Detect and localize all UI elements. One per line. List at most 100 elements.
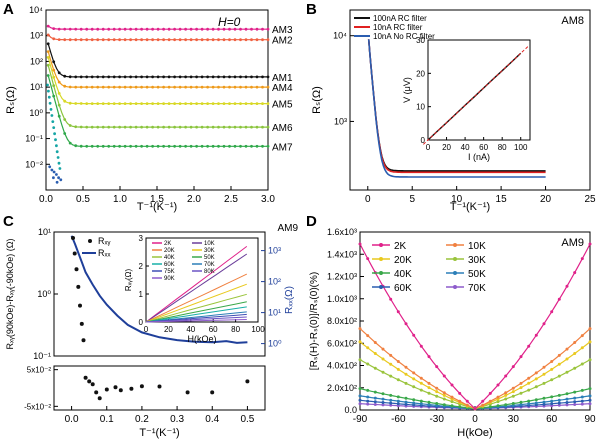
panel-d-xtick-label: 30 [508, 414, 520, 425]
panel-label-a: A [3, 1, 14, 18]
panel-d-point [511, 365, 515, 369]
panel-d-point [542, 372, 546, 376]
panel-a-cyan-point [48, 101, 52, 105]
panel-c-xtick-label: 0.0 [65, 414, 79, 425]
panel-d-point [427, 403, 431, 407]
panel-d-point [534, 333, 538, 337]
panel-a-point [79, 125, 83, 129]
panel-d-point [435, 386, 439, 390]
panel-a-point [118, 144, 121, 148]
panel-a-point [96, 102, 100, 105]
panel-a-point [101, 38, 105, 42]
panel-a-ylabel: Rₛ(Ω) [5, 86, 17, 114]
panel-c-inset-series-line [145, 293, 247, 323]
panel-a-point [184, 75, 188, 79]
panel-a-point [250, 75, 253, 79]
panel-d-point [366, 388, 370, 392]
panel-a-point [57, 114, 61, 118]
panel-a-point [222, 144, 226, 148]
panel-a-point [90, 75, 94, 79]
panel-d-point [550, 378, 554, 382]
panel-a-point [217, 75, 220, 79]
panel-a-point [178, 85, 182, 89]
panel-b-xtick-label: 20 [540, 194, 552, 205]
panel-a-point [96, 144, 100, 148]
panel-d-point [496, 404, 500, 408]
panel-d-point [427, 400, 431, 404]
panel-a-point [68, 85, 72, 89]
panel-d-point [565, 401, 569, 404]
panel-d-point [481, 403, 485, 407]
panel-d-point [358, 327, 362, 331]
panel-b-inset-ytick-label: 10 [416, 103, 425, 112]
panel-d-legend-label: 40K [394, 269, 412, 280]
panel-a-point [173, 85, 177, 89]
panel-d-point [557, 393, 561, 397]
panel-c-inset-ytick-label: 3 [139, 234, 144, 243]
panel-a-series-label: AM3 [272, 25, 293, 36]
panel-a-point [261, 144, 264, 148]
panel-a-xtick-label: 3.0 [261, 194, 275, 205]
panel-d-point [519, 391, 523, 395]
panel-c-inset-legend-label: 50K [204, 255, 215, 261]
panel-a-point [244, 27, 248, 31]
panel-a-point [167, 144, 171, 148]
panel-a-point [233, 38, 237, 42]
panel-a-point [261, 85, 264, 89]
panel-d-point [542, 381, 546, 385]
panel-d-series-line [359, 341, 591, 410]
panel-a-point [101, 27, 105, 31]
panel-c-inset-legend-label: 30K [204, 248, 215, 254]
panel-a-point [167, 38, 171, 42]
panel-a-point [145, 38, 149, 42]
panel-d-legend-label: 2K [394, 241, 407, 252]
panel-a-point [173, 125, 177, 129]
panel-a-point [261, 75, 264, 79]
panel-a-point [74, 38, 78, 42]
panel-a-point [145, 27, 149, 31]
panel-a-point [222, 102, 226, 105]
panel-a-point [184, 102, 188, 105]
panel-d-ytick-label: 0.0 [344, 405, 357, 415]
panel-d-point [550, 310, 554, 314]
panel-a-point [140, 75, 144, 79]
panel-a-point [79, 85, 83, 89]
panel-d-point [573, 390, 577, 394]
panel-d-point [573, 352, 577, 355]
panel-a-point [178, 125, 182, 129]
panel-d-legend-label: 10K [468, 241, 486, 252]
panel-a-point [74, 27, 78, 31]
panel-a-point [112, 38, 116, 42]
panel-d-point [488, 399, 492, 403]
panel-a-point [217, 125, 220, 129]
panel-d-point [588, 402, 592, 406]
panel-a-point [195, 85, 199, 89]
panel-c-legend-rxx-label: Rₓₓ [98, 248, 110, 258]
panel-c-bottom-point [94, 390, 99, 395]
panel-a-series-label: AM6 [272, 123, 293, 134]
panel-a-point [211, 144, 215, 148]
panel-a-point [200, 38, 204, 42]
panel-a-series-line [47, 65, 268, 128]
panel-d-point [366, 346, 370, 350]
panel-a-point [85, 27, 89, 31]
panel-a-point [228, 27, 231, 31]
panel-a-point [244, 144, 248, 148]
panel-d-ytick-label: 1.4x10³ [327, 249, 357, 259]
panel-d-point [419, 388, 423, 392]
panel-a-point [228, 85, 231, 89]
panel-d-point [565, 357, 569, 361]
panel-a-point [189, 38, 193, 42]
panel-d-point [373, 341, 377, 344]
panel-d-point [557, 401, 561, 405]
panel-a-point [46, 42, 50, 46]
panel-a-point [57, 71, 61, 75]
panel-c: 10⁻¹ 10⁰ 10¹ 10⁰ 10¹ 10² 10³ 0.0 0.1 0.2 0.3 0.4 0.5… [5, 223, 298, 439]
panel-a-point [206, 27, 210, 31]
panel-b-ylabel: Rₛ(Ω) [311, 86, 323, 114]
panel-a-ytick-label: 10³ [30, 31, 43, 41]
panel-b-inset-fit-line [423, 45, 529, 145]
panel-a-point [79, 38, 83, 42]
panel-d-point [580, 257, 584, 261]
panel-a-point [217, 85, 220, 89]
